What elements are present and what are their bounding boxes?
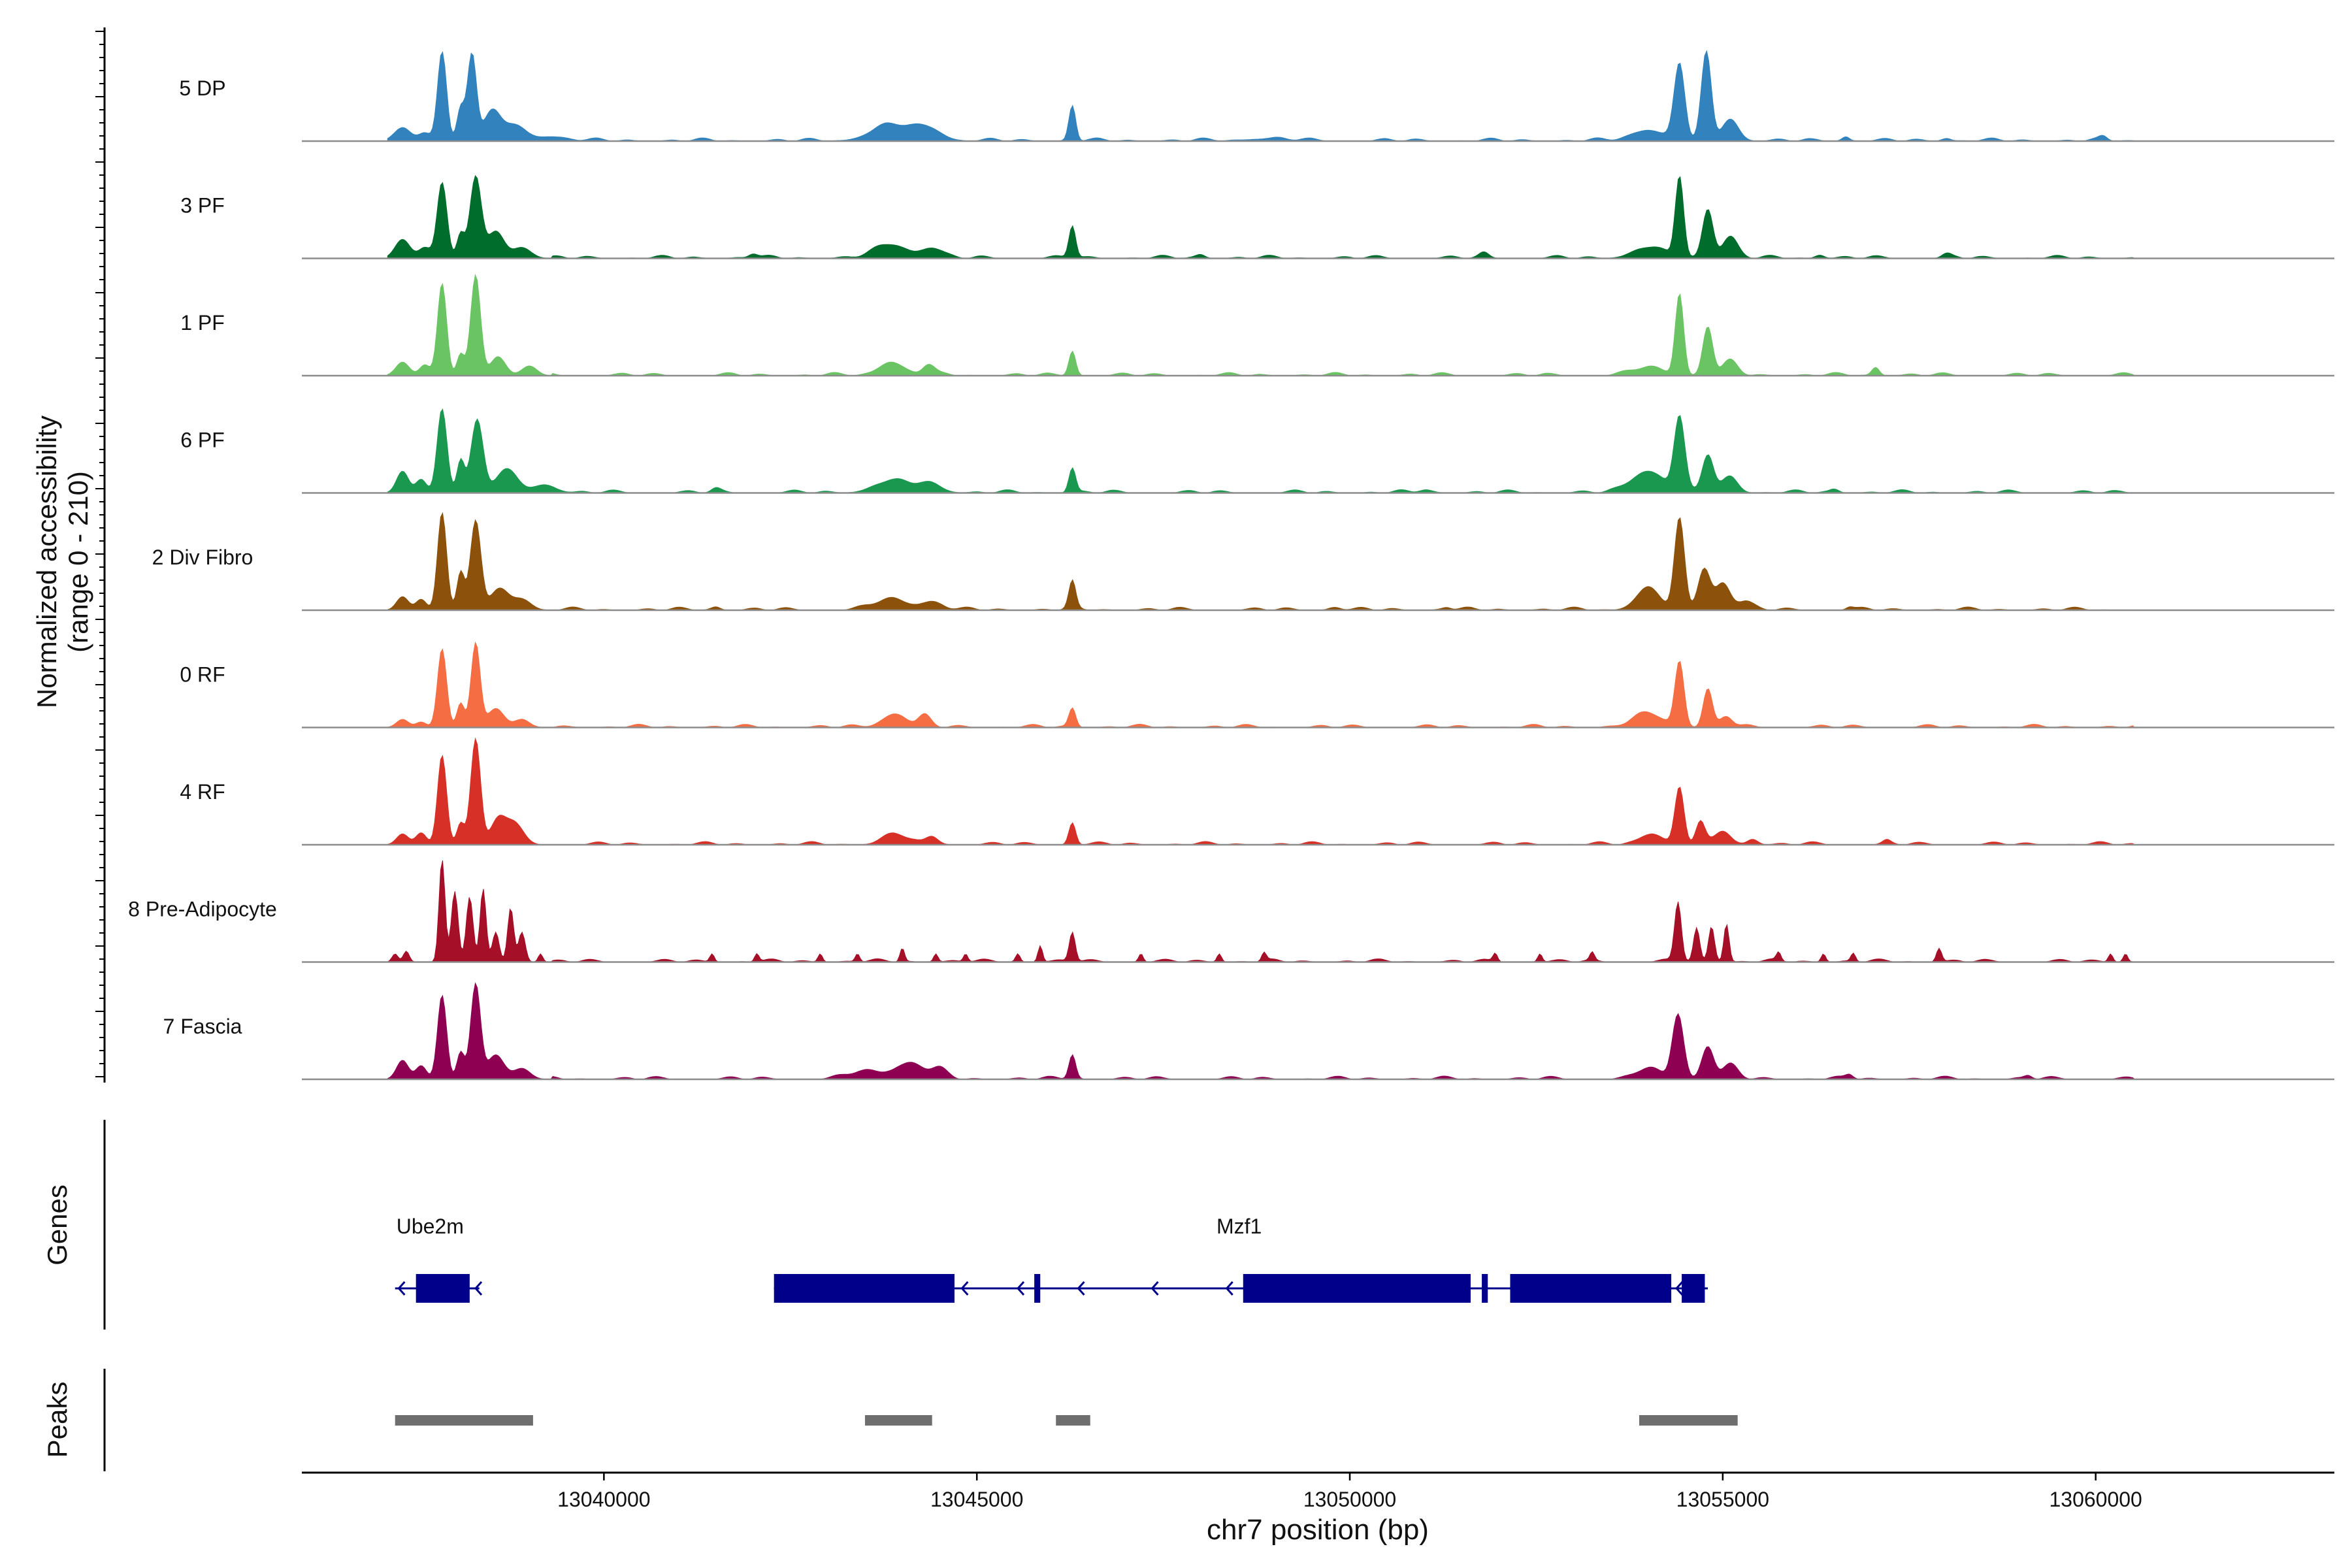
coverage-track-5-dp [387, 50, 2223, 142]
coverage-track-1-pf [387, 274, 2223, 376]
x-tick-label: 13040000 [557, 1488, 650, 1511]
strand-arrow-icon [397, 1281, 406, 1296]
track-label: 5 DP [179, 76, 225, 100]
gene-label: Ube2m [397, 1215, 464, 1238]
track-label: 7 Fascia [163, 1015, 242, 1038]
x-axis-ticks: 13040000 13045000 13050000 13055000 13060000 [557, 1473, 2142, 1511]
track-label: 4 RF [180, 780, 225, 804]
track-label: 0 RF [180, 663, 225, 687]
track-labels: 5 DP 3 PF 1 PF 6 PF 2 Div Fibro 0 RF 4 RF 8 Pre… [128, 76, 277, 1038]
gene-exon [1034, 1274, 1041, 1303]
peak-region [1056, 1415, 1090, 1426]
coverage-track-2-div-fibro [387, 512, 2223, 611]
gene-label: Mzf1 [1217, 1215, 1262, 1238]
strand-arrow-icon [1675, 1281, 1684, 1296]
x-tick-label: 13045000 [930, 1488, 1023, 1511]
coverage-track-8-pre-adipocyte [387, 860, 2223, 963]
gene-exon [416, 1274, 470, 1303]
genes-panel-label: Genes [42, 1184, 73, 1266]
gene-exon [1682, 1274, 1705, 1303]
track-label: 6 PF [180, 429, 225, 452]
x-tick-label: 13050000 [1303, 1488, 1396, 1511]
gene-annotation: Ube2m Mzf1 [395, 1215, 1708, 1303]
track-label: 3 PF [180, 194, 225, 218]
coverage-track-6-pf [387, 408, 2223, 494]
peak-region [1639, 1415, 1738, 1426]
peak-region [864, 1415, 932, 1426]
strand-arrow-icon [1016, 1281, 1025, 1296]
coverage-track-4-rf [387, 737, 2223, 845]
coverage-track-0-rf [387, 641, 2223, 728]
track-label: 2 Div Fibro [152, 546, 253, 569]
peak-region [395, 1415, 533, 1426]
x-tick-label: 13055000 [1676, 1488, 1769, 1511]
strand-arrow-icon [1151, 1281, 1159, 1296]
peak-annotation [395, 1415, 1738, 1426]
strand-arrow-icon [474, 1281, 483, 1296]
strand-arrow-icon [1077, 1281, 1085, 1296]
coverage-track-3-pf [387, 174, 2223, 259]
track-label: 8 Pre-Adipocyte [128, 898, 277, 921]
x-tick-label: 13060000 [2049, 1488, 2142, 1511]
strand-arrow-icon [960, 1281, 969, 1296]
peaks-panel-label: Peaks [42, 1382, 73, 1458]
coverage-tracks [302, 50, 2334, 1081]
coverage-y-ticks [95, 31, 105, 1077]
gene-exon [774, 1274, 955, 1303]
strand-arrow-icon [1225, 1281, 1233, 1296]
track-label: 1 PF [180, 311, 225, 335]
y-axis-label: Normalized accessibility [31, 416, 62, 708]
gene-exon [1243, 1274, 1471, 1303]
gene-exon [1482, 1274, 1488, 1303]
y-axis-label-range: (range 0 - 210) [63, 471, 93, 653]
coverage-track-7-fascia [387, 982, 2223, 1080]
x-axis-label: chr7 position (bp) [1207, 1514, 1429, 1546]
gene-exon [1510, 1274, 1672, 1303]
